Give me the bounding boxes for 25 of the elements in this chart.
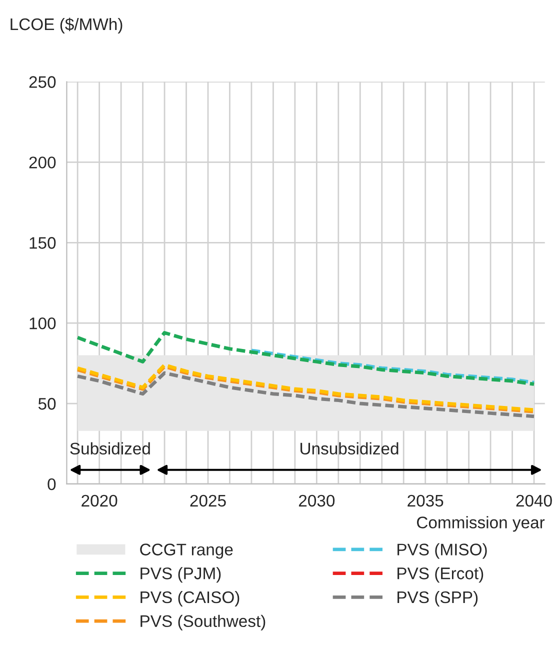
y-tick-label: 200 bbox=[29, 156, 56, 168]
legend-label: PVS (SPP) bbox=[398, 590, 478, 606]
y-tick-label: 0 bbox=[48, 478, 56, 490]
x-tick-label: 2030 bbox=[298, 494, 335, 507]
y-tick-label: 100 bbox=[30, 317, 56, 330]
x-tick-label: 2025 bbox=[190, 494, 226, 507]
annotation: Unsubsidized bbox=[300, 442, 398, 455]
line-series bbox=[250, 348, 536, 384]
x-tick-label: 2040 bbox=[516, 494, 552, 507]
legend-label: PVS (Southwest) bbox=[140, 614, 266, 630]
line-series bbox=[76, 330, 536, 386]
line-series bbox=[76, 371, 536, 418]
legend-label: PVS (Ercot) bbox=[398, 567, 484, 583]
x-axis-title: Commission year bbox=[416, 516, 545, 532]
legend-label: PVS (MISO) bbox=[398, 543, 487, 559]
x-tick-label: 2035 bbox=[408, 494, 444, 507]
y-tick-label: 150 bbox=[30, 237, 56, 249]
legend-label: PVS (CAISO) bbox=[140, 590, 240, 606]
y-tick-label: 250 bbox=[29, 76, 56, 88]
legend-label: CCGT range bbox=[140, 544, 233, 559]
x-tick-label: 2020 bbox=[82, 494, 118, 507]
y-tick-label: 50 bbox=[38, 398, 56, 410]
legend-label: PVS (PJM) bbox=[140, 567, 221, 583]
annotation: Subsidized bbox=[70, 442, 150, 455]
y-axis-title: LCOE ($/MWh) bbox=[10, 18, 122, 34]
